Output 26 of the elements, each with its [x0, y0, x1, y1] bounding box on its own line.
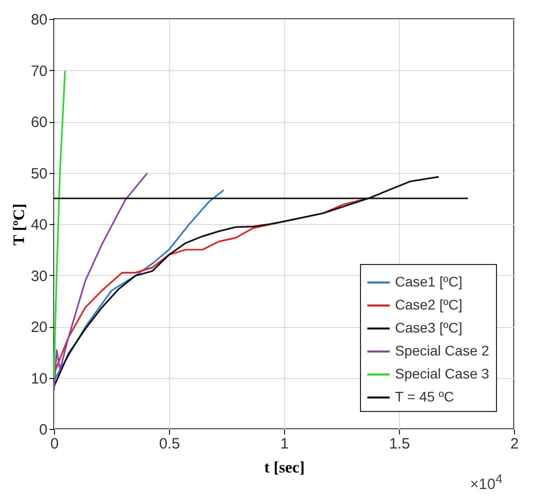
y-tick-label: 0 — [39, 422, 48, 438]
y-tick-label: 70 — [30, 62, 48, 80]
x-tick-label: 1.5 — [389, 436, 410, 452]
line-series — [53, 70, 66, 379]
line-series — [53, 189, 225, 382]
legend-label: Case2 [ºC] — [395, 296, 462, 312]
legend-label: T = 45 ºC — [395, 388, 454, 404]
x-tick-label: 2 — [510, 436, 519, 452]
y-tick-label: 10 — [30, 370, 48, 388]
text: ×10$^{4}$ — [470, 472, 502, 493]
y-tick-label: 30 — [30, 268, 48, 285]
y-tick-label: 50 — [30, 165, 48, 182]
legend-label: Special Case 3 — [395, 366, 490, 382]
x-tick-label: 0.5 — [159, 436, 180, 452]
y-tick-label: 20 — [30, 319, 48, 336]
y-tick-label: 80 — [30, 12, 48, 28]
x-tick-label: 0 — [50, 436, 59, 452]
legend-label: Case1 [ºC] — [395, 274, 462, 290]
line-series — [53, 172, 148, 391]
legend-label: Special Case 2 — [395, 342, 490, 358]
x-tick-label: 1 — [280, 436, 289, 452]
y-axis-title: T [ºC] — [10, 204, 28, 246]
y-tick-label: 40 — [30, 216, 48, 234]
legend-label: Case3 [ºC] — [395, 320, 462, 336]
y-tick-label: 60 — [30, 114, 48, 131]
x-axis-title: t [sec] — [264, 460, 305, 476]
